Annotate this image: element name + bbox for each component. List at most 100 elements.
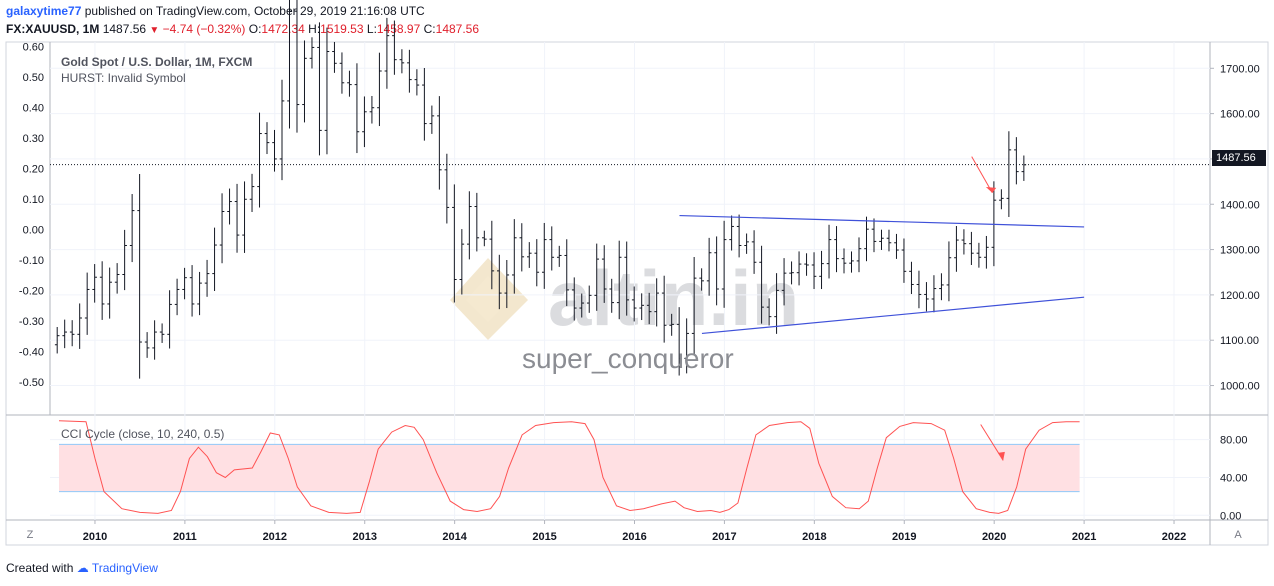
ohlc-bar [939, 273, 944, 301]
ohlc-bar [789, 261, 794, 285]
ohlc-bar [324, 27, 330, 155]
time-tick-label: 2014 [442, 531, 467, 543]
ohlc-bar [571, 277, 577, 321]
open-label: O: [248, 22, 262, 36]
ohlc-bar [399, 49, 405, 74]
ohlc-bar [84, 272, 90, 335]
ohlc-bar [122, 229, 127, 291]
ohlc-bar [631, 286, 637, 322]
ohlc-bar [871, 218, 877, 253]
ohlc-bar [579, 293, 585, 318]
osc-tick-label: 80.00 [1220, 435, 1248, 447]
ohlc-bar [62, 319, 67, 349]
ohlc-bar [736, 214, 742, 258]
ohlc-bar [362, 96, 367, 148]
ohlc-bar [669, 313, 674, 336]
ohlc-bar [189, 265, 195, 317]
osc-tick-label: 0.00 [1220, 510, 1241, 522]
ohlc-bar [227, 188, 232, 225]
ohlc-bar [534, 239, 540, 287]
ohlc-bar [699, 268, 704, 291]
ohlc-bar [1006, 131, 1012, 217]
ohlc-bar [639, 293, 644, 321]
ohlc-bar [234, 183, 240, 253]
ohlc-bar [706, 237, 712, 296]
ohlc-bar [849, 251, 854, 273]
ohlc-bar [497, 254, 502, 310]
ohlc-bar [272, 129, 277, 172]
ohlc-bar [294, 0, 300, 133]
ohlc-bar [137, 174, 142, 379]
ohlc-bar [654, 278, 659, 327]
timezone-button[interactable]: Z [26, 529, 34, 541]
left-tick-label: 0.60 [23, 42, 44, 54]
time-tick-label: 2015 [532, 531, 556, 543]
ohlc-bar [691, 256, 697, 355]
ohlc-bar [219, 193, 225, 264]
auto-scale-button[interactable]: A [1234, 529, 1242, 541]
ohlc-bar [601, 245, 607, 303]
chart-frame [5, 41, 1269, 546]
ohlc-bar [437, 96, 442, 190]
time-tick-label: 2016 [622, 531, 646, 543]
price-tick-label: 1600.00 [1220, 109, 1260, 121]
left-tick-label: -0.40 [19, 347, 44, 359]
footer: Created with ☁ TradingView [6, 561, 158, 575]
ohlc-bar [834, 226, 839, 273]
ohlc-bar [407, 49, 412, 93]
created-with-label: Created with [6, 561, 74, 575]
ohlc-bar [826, 224, 832, 279]
cci-band [58, 444, 1080, 492]
ohlc-bar [916, 270, 922, 309]
ohlc-bar [257, 112, 262, 208]
author-link[interactable]: galaxytime77 [6, 4, 82, 18]
time-tick-label: 2013 [352, 531, 376, 543]
ohlc-bar [69, 320, 75, 347]
ohlc-bar [526, 242, 532, 268]
ohlc-bar [1014, 137, 1019, 185]
high-label: H: [308, 22, 321, 36]
ohlc-bar [422, 67, 427, 141]
left-tick-label: 0.40 [23, 103, 44, 115]
publish-date: published on TradingView.com, October 29… [84, 4, 425, 18]
ohlc-bar [384, 17, 390, 89]
ohlc-bar [302, 40, 307, 123]
ohlc-bar [819, 250, 824, 290]
publish-info: galaxytime77 published on TradingView.co… [6, 4, 425, 18]
ohlc-header: FX:XAUUSD, 1M 1487.56 ▼ −4.74 (−0.32%) O… [6, 22, 479, 36]
trendline [701, 296, 1085, 335]
ohlc-bar [721, 220, 727, 308]
ohlc-bar [264, 122, 270, 155]
ohlc-bar [781, 258, 787, 306]
ohlc-bar [909, 261, 914, 295]
ohlc-bar [482, 230, 487, 247]
ohlc-bar [99, 261, 105, 320]
ohlc-bar [901, 238, 907, 283]
tradingview-link[interactable]: TradingView [91, 561, 158, 575]
ohlc-bar [197, 271, 202, 316]
ohlc-bar [339, 52, 345, 94]
last-price-badge: 1487.56 [1212, 150, 1266, 166]
ohlc-bar [961, 229, 967, 255]
watermark-logo: altin.in [450, 254, 799, 342]
legend-hurst: HURST: Invalid Symbol [61, 71, 186, 85]
ohlc-bar [249, 173, 255, 212]
time-tick-label: 2018 [802, 531, 826, 543]
close-value: 1487.56 [435, 22, 480, 36]
tradingview-logo-icon: ☁ [76, 561, 89, 575]
ohlc-bar [489, 220, 495, 290]
left-tick-label: -0.50 [19, 377, 44, 389]
time-tick-label: 2017 [712, 531, 736, 543]
cci-legend: CCI Cycle (close, 10, 240, 0.5) [61, 427, 225, 441]
down-triangle-icon: ▼ [149, 25, 160, 36]
ohlc-bar [204, 259, 210, 297]
left-tick-label: 0.10 [23, 194, 44, 206]
ohlc-bar [774, 273, 779, 334]
cci-arrow-head-icon [997, 451, 1005, 461]
ohlc-bar [279, 79, 285, 181]
ohlc-bar [954, 226, 959, 272]
last-price: 1487.56 [102, 22, 147, 36]
ohlc-bar [684, 318, 689, 374]
low-label: L: [366, 22, 377, 36]
